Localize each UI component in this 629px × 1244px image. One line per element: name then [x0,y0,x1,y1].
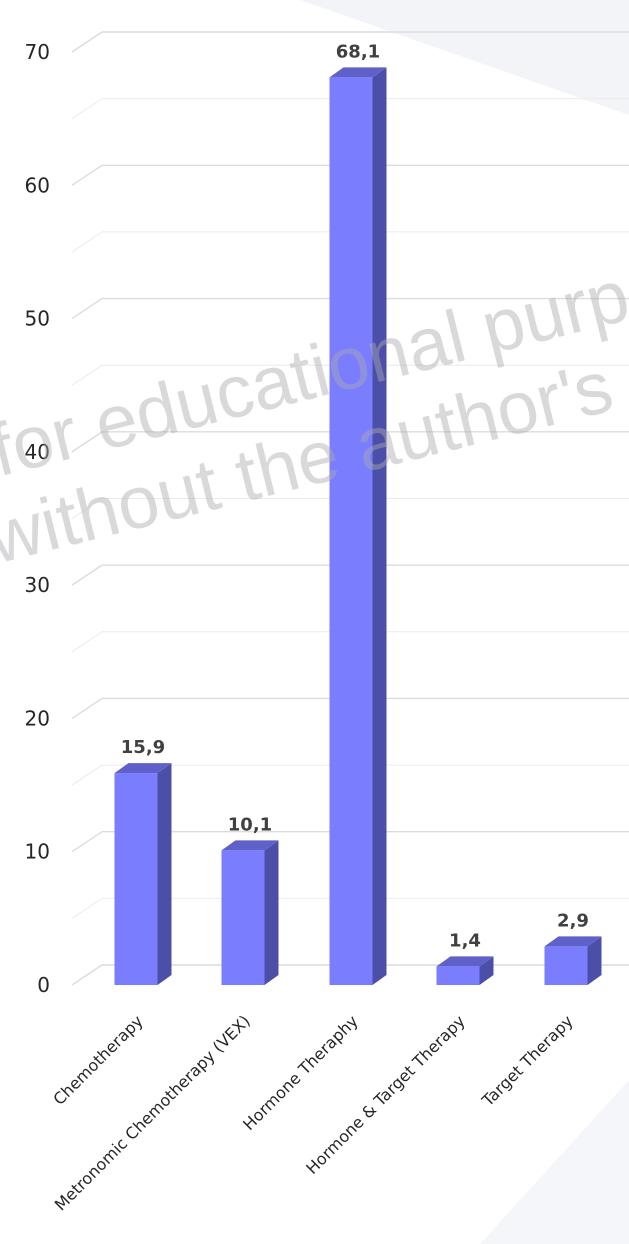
x-tick-label: Chemotherapy [49,1011,146,1108]
gridline-diagonal [71,231,103,253]
gridline-diagonal [71,964,103,986]
y-tick-label: 40 [25,440,50,464]
gridline-diagonal [71,364,103,386]
bar-5 [544,936,602,985]
gridline-diagonal [71,831,103,853]
bar-front [436,966,480,985]
x-tick-label: Hormone Theraphy [239,1011,362,1134]
bar-side [372,67,387,986]
gridline-diagonal [71,498,103,519]
data-label: 15,9 [121,737,165,758]
gridline-diagonal [71,564,103,586]
bar-top [221,840,279,851]
y-tick-label: 70 [25,40,50,64]
bar-front [114,773,158,985]
bar-4 [436,956,494,985]
bar-top [114,763,172,774]
bar-front [544,946,588,985]
bar-side [479,956,494,985]
data-label: 2,9 [557,910,589,931]
data-label: 68,1 [336,41,380,62]
y-tick-label: 60 [25,173,50,197]
y-tick-label: 20 [25,706,50,730]
gridline-diagonal [71,631,103,653]
gridline-diagonal [71,897,103,919]
bars [114,67,602,986]
bar-front [221,850,265,985]
gridline-diagonal [71,98,103,120]
background-shade-bottom [480,1080,629,1244]
bar-top [436,956,494,967]
data-labels: 15,9 10,1 68,1 1,4 2,9 [121,41,589,951]
x-tick-label: Target Therapy [478,1011,577,1110]
y-tick-label: 50 [25,307,50,331]
data-label: 10,1 [228,814,272,835]
gridline-diagonal [71,697,103,720]
y-axis-tick-labels: 0 10 20 30 40 50 60 70 [25,40,50,997]
bar-top [329,67,387,78]
bar-1 [114,763,172,985]
gridline-diagonal [71,431,103,453]
y-tick-label: 0 [37,973,50,997]
bar-front [329,77,373,986]
data-label: 1,4 [449,930,481,951]
gridline-diagonal [71,764,103,786]
y-tick-label: 10 [25,840,50,864]
y-tick-label: 30 [25,573,50,597]
bar-top [544,936,602,947]
bar-3 [329,67,387,986]
background-shade [300,0,629,115]
x-tick-label: Metronomic Chemotherapy (VEX) [51,1011,254,1214]
bar-2 [221,840,279,985]
gridline-diagonal [71,297,103,320]
bar-side [587,936,602,985]
gridline-diagonal [71,31,103,53]
bar-side [264,840,279,985]
bar-side [157,763,172,985]
gridline-diagonal [71,164,103,186]
